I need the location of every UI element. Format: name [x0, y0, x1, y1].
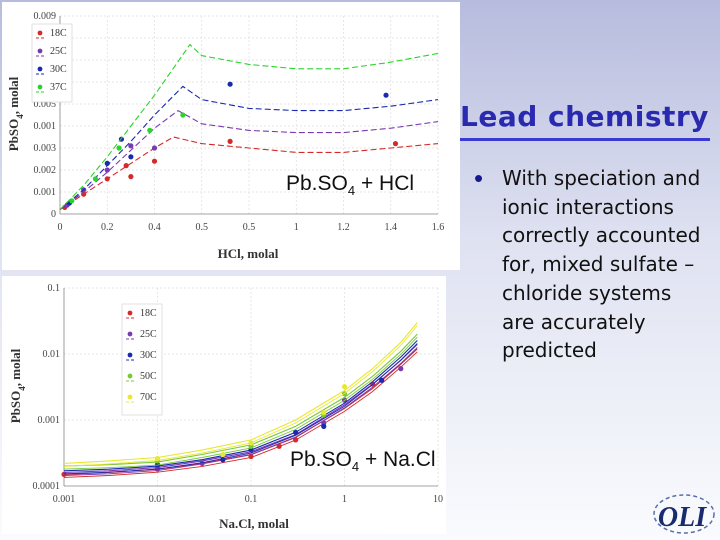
data-point-70c: [341, 384, 348, 390]
data-point-70c: [220, 451, 226, 458]
legend-marker: [37, 30, 43, 36]
data-point-25c: [151, 145, 158, 151]
x-tick-label: 0: [58, 222, 63, 233]
x-tick-label: 1.6: [432, 222, 445, 233]
y-tick-label: 0.1: [48, 283, 61, 294]
data-point-30c: [379, 377, 385, 383]
legend-label: 50C: [140, 371, 157, 382]
data-point-30c: [220, 457, 226, 463]
series-line-alt-25c: [63, 347, 418, 476]
legend-marker: [37, 84, 43, 90]
data-point-30c: [104, 160, 110, 166]
x-tick-label: 0.5: [196, 222, 209, 233]
legend-marker: [127, 352, 133, 358]
series-line-alt-30c: [63, 343, 418, 475]
data-point-18c: [151, 158, 158, 164]
data-point-18c: [276, 443, 282, 449]
data-point-37c: [92, 176, 99, 182]
legend-label: 18C: [50, 28, 67, 39]
legend-label: 37C: [50, 82, 67, 93]
chart2-ylabel: PbSO4, molal: [8, 348, 27, 423]
x-tick-label: 0.001: [53, 494, 76, 505]
legend-marker: [127, 394, 133, 400]
series-line-alt-70c: [63, 325, 418, 467]
chart2-annotation: Pb.SO4 + Na.Cl: [290, 448, 436, 475]
x-tick-label: 1.4: [385, 222, 398, 233]
chart2-xlabel: Na.Cl, molal: [219, 516, 289, 531]
legend-label: 30C: [50, 64, 67, 75]
y-tick-label: 0.01: [43, 349, 61, 360]
title-underline: [460, 138, 710, 141]
x-tick-label: 0.2: [101, 222, 114, 233]
y-tick-label: 0.001: [34, 187, 57, 198]
data-point-30c: [293, 429, 299, 435]
series-line-70c: [63, 322, 418, 464]
data-point-70c: [154, 456, 161, 462]
x-tick-label: 1: [294, 222, 299, 233]
data-point-25c: [398, 366, 404, 372]
data-point-37c: [116, 145, 122, 151]
y-tick-label: 0.002: [34, 165, 57, 176]
data-point-70c: [248, 440, 254, 446]
data-point-18c: [128, 174, 134, 180]
logo-text: OLI: [658, 502, 707, 533]
y-tick-label: 0.005: [34, 99, 57, 110]
data-point-18c: [123, 163, 129, 169]
legend-marker: [37, 48, 43, 54]
x-tick-label: 0.4: [148, 222, 161, 233]
y-tick-label: 0.0001: [33, 481, 61, 492]
data-point-25c: [128, 143, 134, 149]
x-tick-label: 10: [433, 494, 443, 505]
chart-pbso4-hcl: 0 0.2 0.4 0.5 0.5 1 1.2 1.4 1.6 0 0.001 0.002 0.003 0…: [2, 2, 460, 270]
data-point-30c: [321, 423, 327, 429]
legend-label: 25C: [50, 46, 67, 57]
data-point-18c: [104, 176, 110, 182]
y-tick-label: 0: [51, 209, 56, 220]
series-line-50c: [63, 333, 418, 467]
oli-logo: OLI: [653, 494, 715, 534]
data-point-18c: [392, 141, 399, 147]
data-point-37c: [69, 198, 75, 204]
series-line-alt-18c: [63, 351, 418, 478]
slide-title: Lead chemistry: [460, 100, 709, 133]
x-tick-label: 1.2: [337, 222, 350, 233]
series-line-alt-50c: [63, 336, 418, 470]
data-point-30c: [128, 154, 134, 160]
data-point-37c: [180, 112, 186, 118]
legend-box: [31, 23, 73, 103]
data-point-70c: [321, 409, 327, 416]
y-tick-label: 0.009: [34, 11, 57, 22]
data-point-25c: [104, 167, 110, 173]
series-line-25c: [59, 109, 439, 211]
legend-marker: [127, 373, 133, 379]
y-tick-label: 0.001: [38, 415, 61, 426]
y-tick-label: 0.001: [34, 121, 57, 132]
legend-label: 30C: [140, 350, 157, 361]
data-point-30c: [383, 92, 389, 98]
series-line-18c: [59, 136, 439, 211]
x-tick-label: 0.1: [245, 494, 258, 505]
chart-pbso4-nacl: 0.001 0.01 0.1 1 10 0.0001 0.001 0.01 0.1 18C 25C…: [2, 276, 446, 534]
series-line-37c: [59, 43, 439, 210]
series-line-30c: [59, 85, 439, 211]
legend-marker: [127, 310, 133, 316]
x-tick-label: 0.5: [243, 222, 256, 233]
legend-label: 70C: [140, 392, 157, 403]
legend-label: 18C: [140, 308, 157, 319]
legend-label: 25C: [140, 329, 157, 340]
legend-marker: [127, 331, 133, 337]
series-line-30c: [63, 340, 418, 472]
chart1-xlabel: HCl, molal: [218, 246, 279, 261]
chart1-annotation: Pb.SO4 + HCl: [286, 172, 415, 199]
bullet-text: With speciation and ionic interactions c…: [502, 166, 701, 363]
data-point-37c: [147, 127, 153, 133]
legend-marker: [37, 66, 43, 72]
x-tick-label: 1: [342, 494, 347, 505]
data-point-30c: [227, 81, 233, 87]
bullet-marker: •: [474, 163, 484, 193]
y-tick-label: 0.003: [34, 143, 57, 154]
data-point-18c: [227, 138, 233, 144]
x-tick-label: 0.01: [149, 494, 167, 505]
chart1-ylabel: PbSO4, molal: [6, 76, 25, 151]
